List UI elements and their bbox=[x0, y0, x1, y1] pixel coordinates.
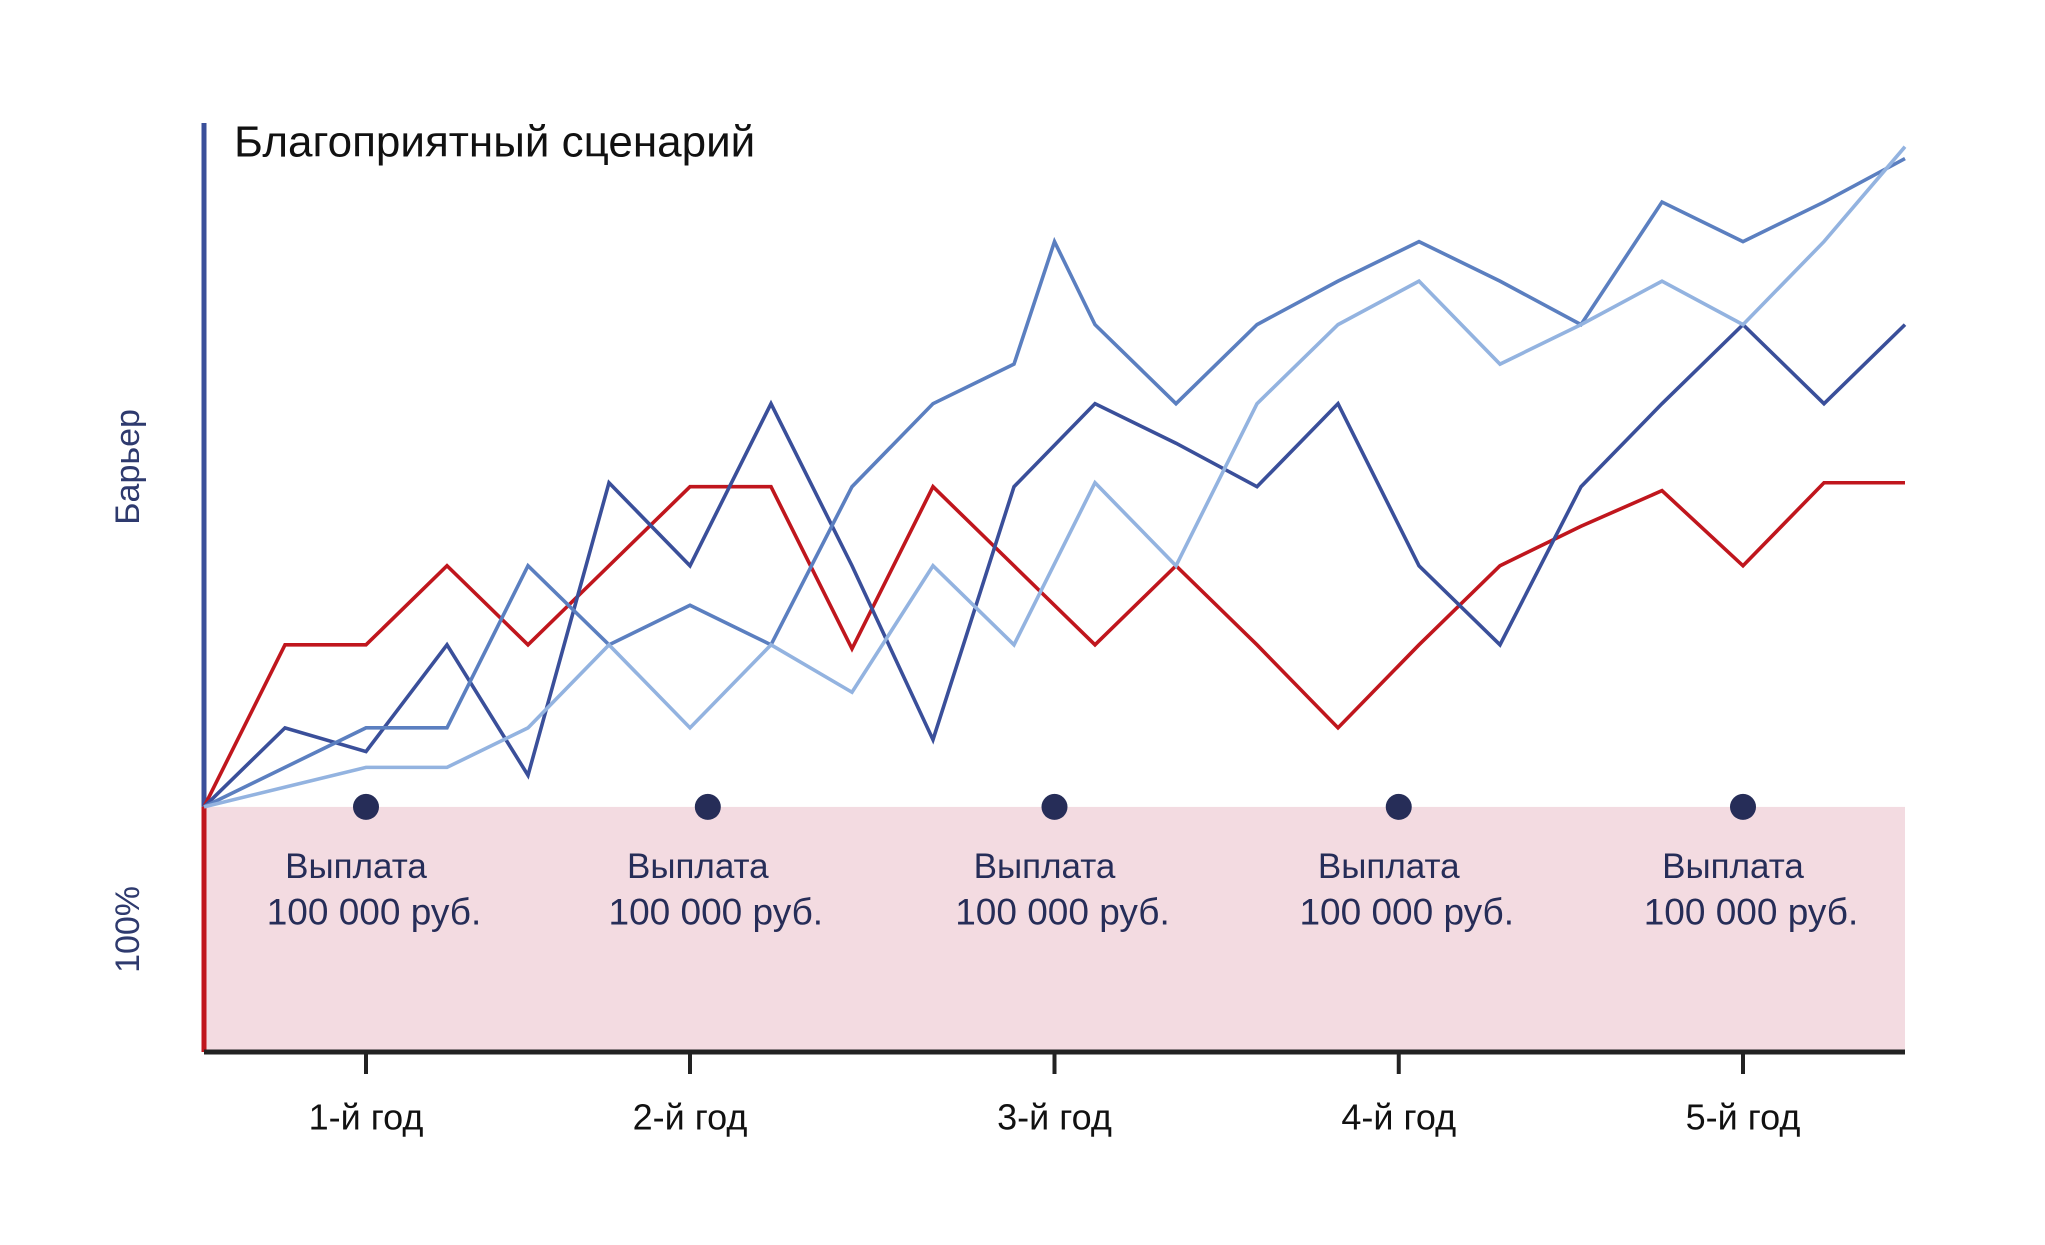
payment-dot bbox=[694, 793, 721, 820]
payment-label: Выплата bbox=[1318, 847, 1460, 886]
payment-label: Выплата bbox=[285, 847, 427, 886]
payment-amount: 100 000 руб. bbox=[1644, 892, 1859, 933]
x-tick-label: 1-й год bbox=[309, 1097, 424, 1138]
x-tick-label: 5-й год bbox=[1686, 1097, 1801, 1138]
x-tick-label: 2-й год bbox=[633, 1097, 748, 1138]
payment-amount: 100 000 руб. bbox=[267, 892, 482, 933]
x-tick-label: 3-й год bbox=[997, 1097, 1112, 1138]
payment-label: Выплата bbox=[1662, 847, 1804, 886]
series-line bbox=[202, 480, 1905, 808]
payment-dot bbox=[353, 793, 379, 820]
x-tick-label: 4-й год bbox=[1341, 1097, 1456, 1138]
payment-amount: 100 000 руб. bbox=[609, 892, 824, 933]
series-line bbox=[203, 156, 1906, 809]
payment-label: Выплата bbox=[974, 847, 1116, 886]
payment-dot bbox=[1041, 793, 1068, 820]
series-line bbox=[203, 145, 1907, 809]
payment-dot bbox=[1385, 793, 1412, 820]
payment-label: Выплата bbox=[627, 847, 769, 886]
barrier-label: Барьер bbox=[109, 409, 147, 525]
payment-amount: 100 000 руб. bbox=[1299, 892, 1514, 933]
base-label: 100% bbox=[109, 886, 147, 973]
base-band bbox=[204, 806, 1905, 1052]
chart-title: Благоприятный сценарий bbox=[234, 118, 755, 167]
payment-amount: 100 000 руб. bbox=[955, 892, 1170, 933]
payment-dot bbox=[1730, 793, 1756, 820]
series-line bbox=[202, 322, 1907, 809]
